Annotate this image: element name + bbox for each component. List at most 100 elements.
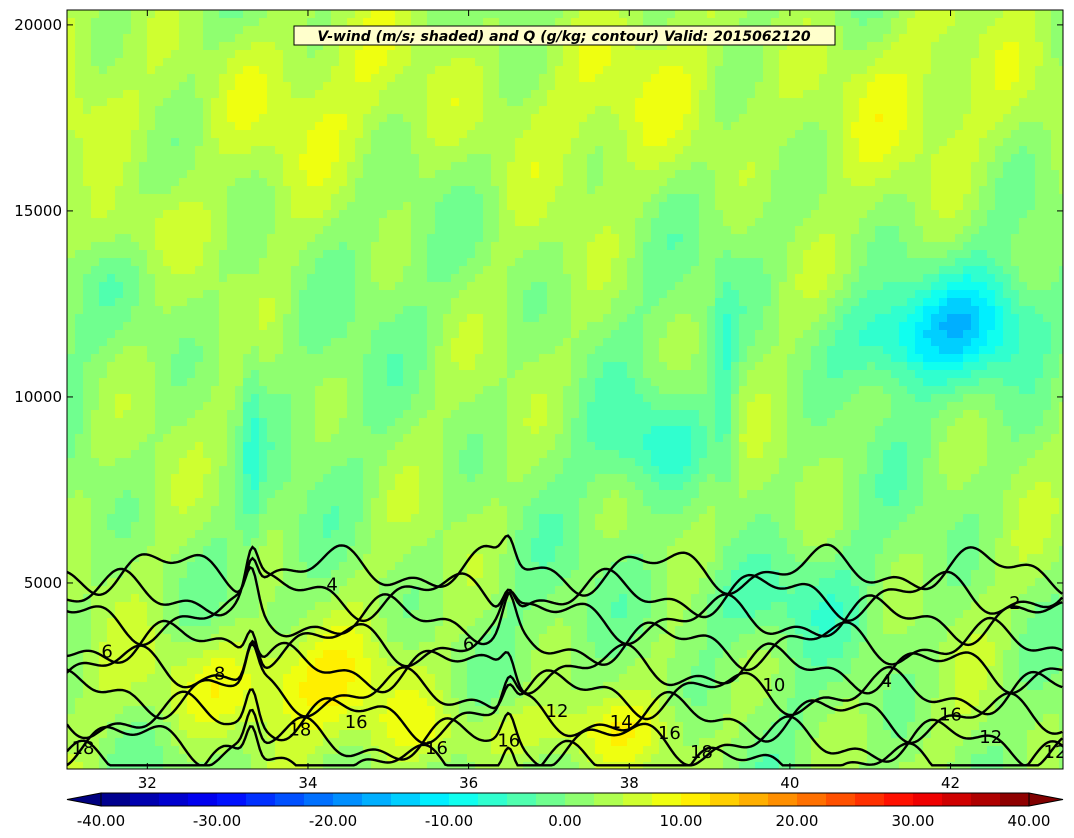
v-wind-cell [931, 50, 940, 59]
v-wind-cell [939, 306, 948, 315]
v-wind-cell [443, 82, 452, 91]
v-wind-cell [571, 178, 580, 187]
v-wind-cell [635, 194, 644, 203]
v-wind-cell [99, 234, 108, 243]
v-wind-cell [427, 314, 436, 323]
v-wind-cell [171, 226, 180, 235]
v-wind-cell [563, 50, 572, 59]
v-wind-cell [563, 234, 572, 243]
v-wind-cell [563, 170, 572, 179]
v-wind-cell [283, 178, 292, 187]
v-wind-cell [91, 18, 100, 27]
v-wind-cell [227, 114, 236, 123]
v-wind-cell [299, 162, 308, 171]
v-wind-cell [339, 42, 348, 51]
v-wind-cell [243, 170, 252, 179]
v-wind-cell [283, 82, 292, 91]
v-wind-cell [331, 314, 340, 323]
v-wind-cell [187, 42, 196, 51]
v-wind-cell [491, 218, 500, 227]
v-wind-cell [603, 226, 612, 235]
v-wind-cell [859, 42, 868, 51]
v-wind-cell [323, 178, 332, 187]
v-wind-cell [355, 234, 364, 243]
v-wind-cell [243, 138, 252, 147]
v-wind-cell [619, 90, 628, 99]
v-wind-cell [619, 322, 628, 331]
v-wind-cell [227, 130, 236, 139]
v-wind-cell [939, 34, 948, 43]
v-wind-cell [555, 114, 564, 123]
v-wind-cell [699, 18, 708, 27]
v-wind-cell [451, 306, 460, 315]
v-wind-cell [971, 58, 980, 67]
v-wind-cell [251, 66, 260, 75]
v-wind-cell [939, 42, 948, 51]
v-wind-cell [67, 282, 76, 291]
v-wind-cell [947, 274, 956, 283]
v-wind-cell [779, 290, 788, 299]
v-wind-cell [1003, 50, 1012, 59]
v-wind-cell [387, 114, 396, 123]
v-wind-cell [251, 306, 260, 315]
v-wind-cell [403, 186, 412, 195]
v-wind-cell [931, 146, 940, 155]
v-wind-cell [979, 130, 988, 139]
v-wind-cell [435, 186, 444, 195]
v-wind-cell [715, 162, 724, 171]
v-wind-cell [827, 306, 836, 315]
v-wind-cell [131, 202, 140, 211]
v-wind-cell [283, 58, 292, 67]
v-wind-cell [955, 42, 964, 51]
v-wind-cell [427, 42, 436, 51]
v-wind-cell [147, 10, 156, 19]
v-wind-cell [955, 290, 964, 299]
v-wind-cell [955, 154, 964, 163]
v-wind-cell [427, 90, 436, 99]
v-wind-cell [235, 170, 244, 179]
v-wind-cell [107, 50, 116, 59]
v-wind-cell [339, 58, 348, 67]
v-wind-cell [867, 202, 876, 211]
v-wind-cell [363, 162, 372, 171]
v-wind-cell [859, 114, 868, 123]
v-wind-cell [363, 266, 372, 275]
v-wind-cell [243, 234, 252, 243]
v-wind-cell [531, 106, 540, 115]
v-wind-cell [83, 314, 92, 323]
v-wind-cell [803, 50, 812, 59]
v-wind-cell [675, 90, 684, 99]
v-wind-cell [267, 202, 276, 211]
v-wind-cell [699, 226, 708, 235]
v-wind-cell [259, 186, 268, 195]
v-wind-cell [827, 50, 836, 59]
v-wind-cell [811, 234, 820, 243]
v-wind-cell [739, 210, 748, 219]
v-wind-cell [323, 162, 332, 171]
v-wind-cell [1059, 298, 1063, 307]
v-wind-cell [419, 10, 428, 19]
v-wind-cell [827, 138, 836, 147]
v-wind-cell [947, 130, 956, 139]
v-wind-cell [491, 138, 500, 147]
v-wind-cell [963, 226, 972, 235]
v-wind-cell [563, 274, 572, 283]
v-wind-cell [923, 82, 932, 91]
v-wind-cell [827, 210, 836, 219]
v-wind-cell [779, 210, 788, 219]
v-wind-cell [1051, 154, 1060, 163]
v-wind-cell [907, 114, 916, 123]
v-wind-cell [187, 74, 196, 83]
v-wind-cell [451, 82, 460, 91]
v-wind-cell [83, 250, 92, 259]
v-wind-cell [803, 314, 812, 323]
v-wind-cell [171, 154, 180, 163]
v-wind-cell [483, 218, 492, 227]
v-wind-cell [411, 66, 420, 75]
v-wind-cell [555, 162, 564, 171]
v-wind-cell [459, 138, 468, 147]
v-wind-cell [835, 250, 844, 259]
v-wind-cell [91, 82, 100, 91]
v-wind-cell [259, 298, 268, 307]
v-wind-cell [971, 194, 980, 203]
